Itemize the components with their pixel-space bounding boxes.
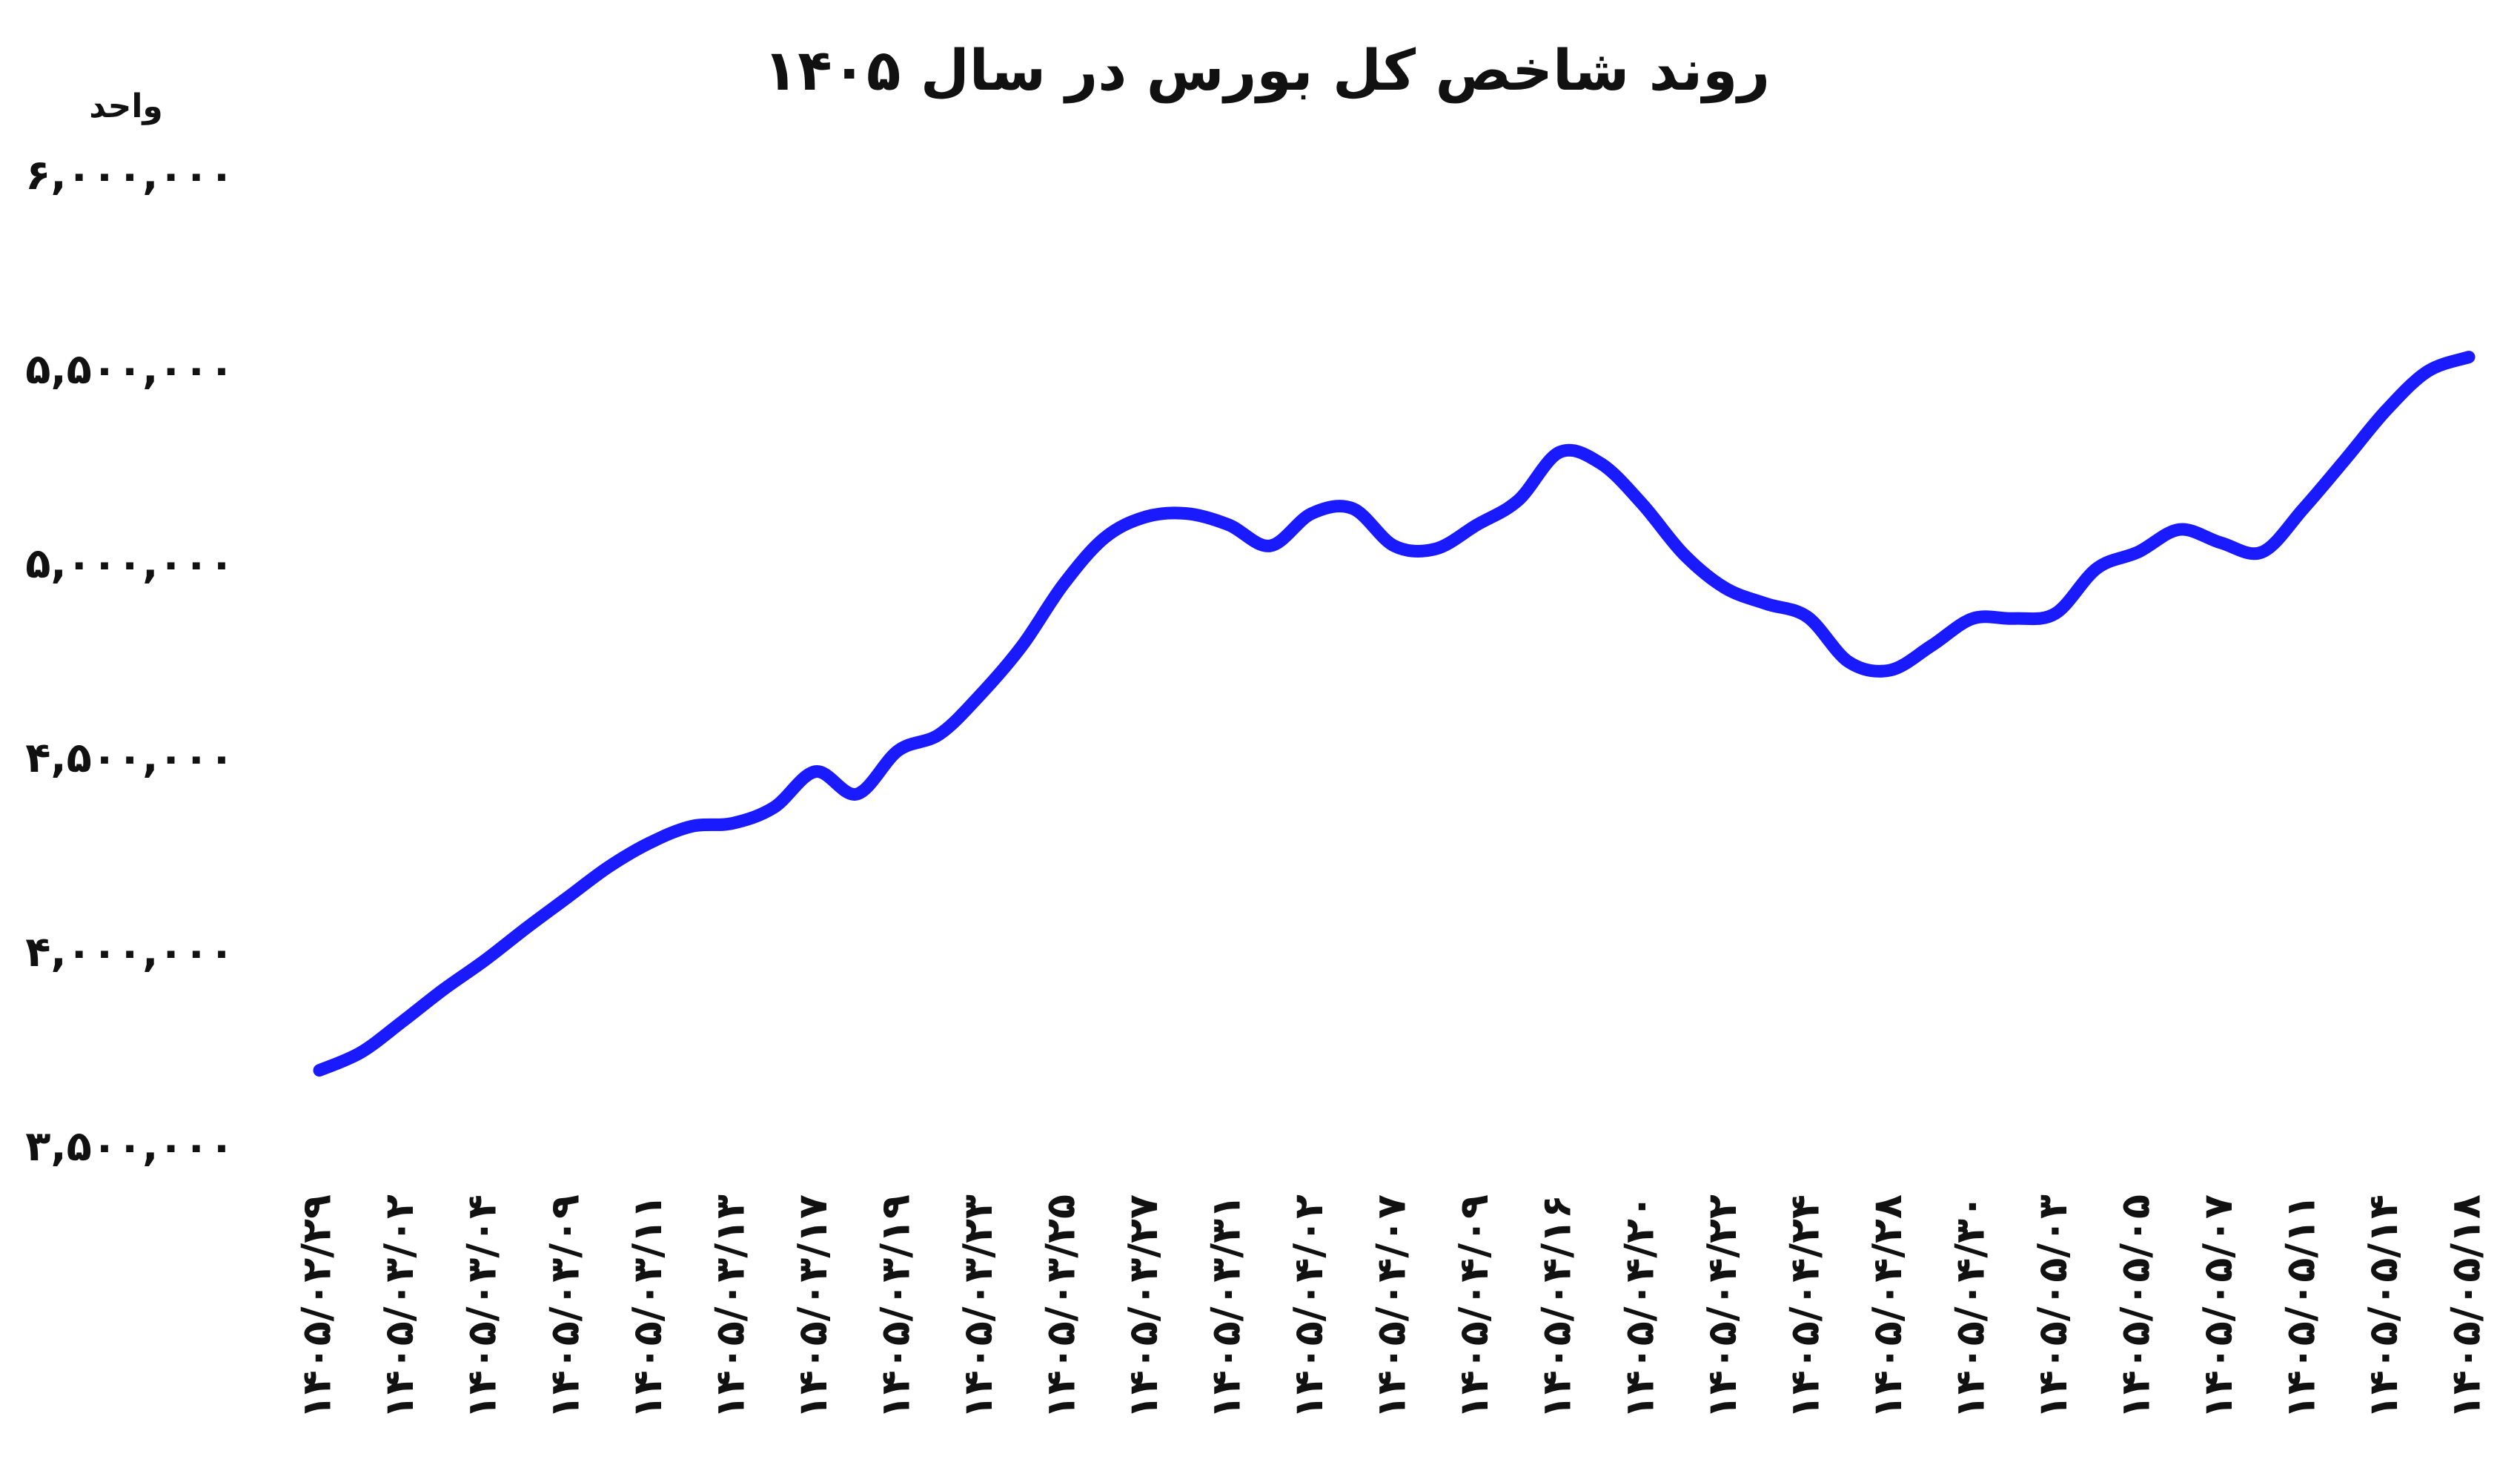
x-tick-label: ۱۴۰۵/۰۵/۱۱ (2278, 1194, 2324, 1419)
x-tick-label: ۱۴۰۵/۰۴/۲۸ (1864, 1194, 1911, 1419)
x-tick-label: ۱۴۰۵/۰۳/۲۳ (955, 1194, 1001, 1419)
x-tick-label: ۱۴۰۵/۰۵/۰۷ (2195, 1194, 2241, 1419)
x-tick-label: ۱۴۰۵/۰۴/۱۶ (1533, 1194, 1580, 1419)
x-tick-label: ۱۴۰۵/۰۵/۰۵ (2112, 1194, 2158, 1419)
x-tick-label: ۱۴۰۵/۰۳/۱۳ (706, 1194, 753, 1419)
x-tick-label: ۱۴۰۵/۰۳/۰۴ (459, 1194, 505, 1419)
y-tick-label: ۳,۵۰۰,۰۰۰ (25, 1123, 234, 1171)
x-tick-label: ۱۴۰۵/۰۳/۰۲ (376, 1194, 422, 1419)
y-axis-label: واحد (89, 87, 163, 125)
x-tick-label: ۱۴۰۵/۰۵/۱۴ (2360, 1194, 2407, 1419)
x-tick-label: ۱۴۰۵/۰۵/۰۳ (2029, 1194, 2076, 1419)
x-tick-label: ۱۴۰۵/۰۲/۲۹ (294, 1194, 340, 1419)
x-tick-label: ۱۴۰۵/۰۳/۱۹ (872, 1194, 918, 1419)
y-tick-label: ۶,۰۰۰,۰۰۰ (25, 151, 234, 199)
line (313, 351, 2476, 1077)
x-tick-label: ۱۴۰۵/۰۴/۲۴ (1781, 1194, 1828, 1419)
x-tick-label: ۱۴۰۵/۰۴/۰۲ (1285, 1194, 1332, 1419)
x-tick-label: ۱۴۰۵/۰۴/۰۷ (1368, 1194, 1415, 1419)
y-tick-label: ۵,۰۰۰,۰۰۰ (25, 540, 234, 588)
x-tick-label: ۱۴۰۵/۰۵/۱۸ (2443, 1194, 2490, 1419)
x-tick-label: ۱۴۰۵/۰۳/۱۱ (624, 1194, 671, 1419)
y-tick-label: ۴,۰۰۰,۰۰۰ (25, 928, 234, 976)
x-tick-label: ۱۴۰۵/۰۴/۰۹ (1450, 1194, 1497, 1419)
x-tick-label: ۱۴۰۵/۰۳/۲۷ (1120, 1194, 1167, 1419)
x-tick-label: ۱۴۰۵/۰۳/۱۷ (789, 1194, 836, 1419)
x-tick-label: ۱۴۰۵/۰۴/۳۰ (1946, 1194, 1993, 1419)
y-tick-label: ۵,۵۰۰,۰۰۰ (25, 345, 234, 394)
y-tick-label: ۴,۵۰۰,۰۰۰ (25, 734, 234, 782)
x-tick-label: ۱۴۰۵/۰۴/۲۲ (1699, 1194, 1745, 1419)
x-tick-label: ۱۴۰۵/۰۳/۲۵ (1037, 1194, 1084, 1419)
x-tick-label: ۱۴۰۵/۰۳/۰۹ (541, 1194, 588, 1419)
x-tick-label: ۱۴۰۵/۰۴/۲۰ (1616, 1194, 1662, 1419)
x-tick-label: ۱۴۰۵/۰۳/۳۱ (1203, 1194, 1250, 1419)
chart-title: روند شاخص کل بورس در سال ۱۴۰۵ (763, 37, 1770, 104)
